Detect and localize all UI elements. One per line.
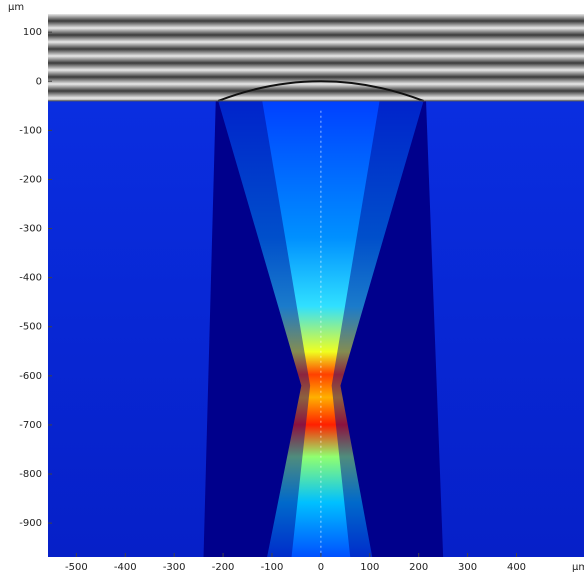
x-tick-label: 100: [360, 562, 379, 573]
focus-cone-inner: [262, 100, 380, 558]
field-plot: [48, 14, 584, 558]
y-tick-label: -700: [19, 420, 42, 431]
x-tick-label: 0: [318, 562, 324, 573]
material-stripes: [48, 14, 584, 101]
x-tick-label: -100: [261, 562, 284, 573]
x-tick-label: 300: [458, 562, 477, 573]
y-tick-label: 0: [36, 76, 42, 87]
outer-field-right: [426, 100, 584, 558]
lens-surface: [217, 80, 424, 102]
y-tick-label: -900: [19, 518, 42, 529]
y-tick-label: -400: [19, 273, 42, 284]
y-tick-label: -600: [19, 371, 42, 382]
y-tick-label: -500: [19, 322, 42, 333]
x-tick-label: -300: [163, 562, 186, 573]
x-tick-label: 200: [409, 562, 428, 573]
x-tick-label: -200: [212, 562, 235, 573]
outer-field-left: [48, 100, 216, 558]
y-tick-label: -300: [19, 224, 42, 235]
x-tick-label: -500: [65, 562, 88, 573]
y-tick-label: -200: [19, 174, 42, 185]
y-tick-label: 100: [23, 27, 42, 38]
y-tick-label: -800: [19, 469, 42, 480]
y-unit-label: μm: [8, 2, 24, 13]
x-tick-label: -400: [114, 562, 137, 573]
y-tick-label: -100: [19, 125, 42, 136]
x-unit-label: μm: [572, 562, 584, 573]
x-tick-label: 400: [507, 562, 526, 573]
